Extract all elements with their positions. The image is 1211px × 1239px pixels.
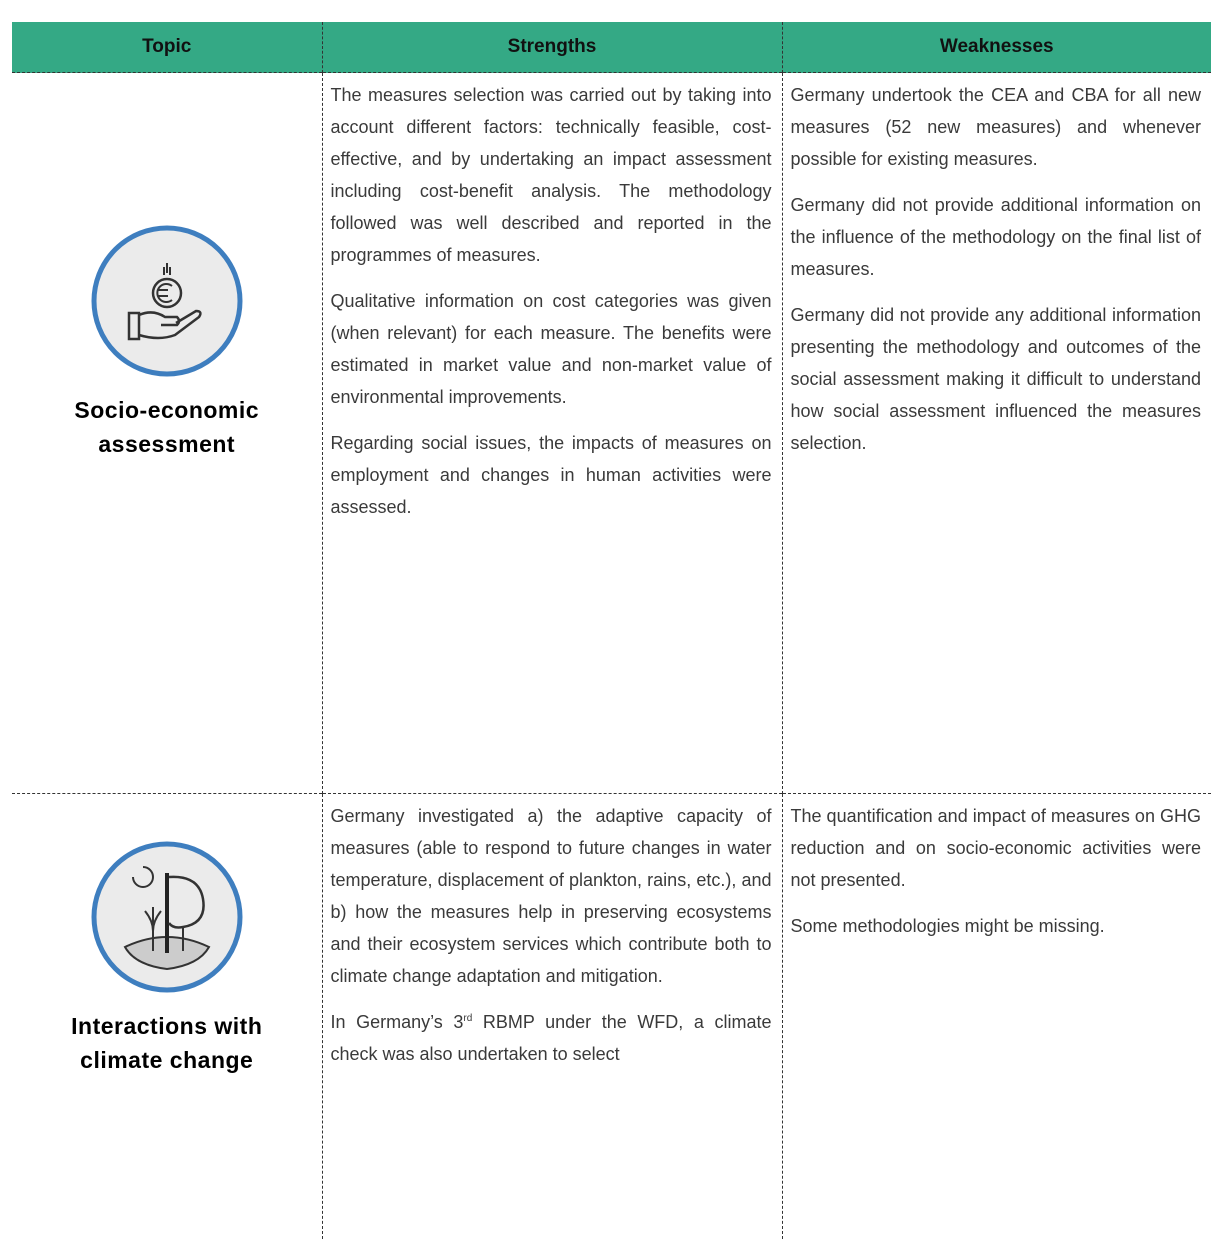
topic-cell: Interactions with climate change: [12, 794, 322, 1239]
strength-text: The measures selection was carried out b…: [331, 79, 772, 271]
topic-label: Socio-economic assessment: [67, 393, 267, 461]
topic-cell: Socio-economic assessment: [12, 73, 322, 794]
strength-text: Regarding social issues, the impacts of …: [331, 427, 772, 523]
topic-icon: [89, 839, 245, 995]
topic-icon: [89, 223, 245, 379]
strengths-cell: The measures selection was carried out b…: [322, 73, 782, 794]
weaknesses-cell: The quantification and impact of measure…: [782, 794, 1211, 1239]
strengths-cell: Germany investigated a) the adaptive cap…: [322, 794, 782, 1239]
topic-label: Interactions with climate change: [67, 1009, 267, 1077]
table-row: Interactions with climate change Germany …: [12, 794, 1211, 1239]
column-header: Topic: [12, 22, 322, 73]
column-header: Strengths: [322, 22, 782, 73]
strength-text: In Germany’s 3rd RBMP under the WFD, a c…: [331, 1006, 772, 1070]
table-body: Socio-economic assessment The measures se…: [12, 73, 1211, 1239]
table-row: Socio-economic assessment The measures se…: [12, 73, 1211, 794]
weakness-text: Some methodologies might be missing.: [791, 910, 1202, 942]
strength-text: Germany investigated a) the adaptive cap…: [331, 800, 772, 992]
weakness-text: Germany did not provide any additional i…: [791, 299, 1202, 459]
strength-text: Qualitative information on cost categori…: [331, 285, 772, 413]
text-part: In Germany’s 3: [331, 1012, 464, 1032]
superscript: rd: [463, 1013, 472, 1024]
weakness-text: Germany undertook the CEA and CBA for al…: [791, 79, 1202, 175]
weaknesses-cell: Germany undertook the CEA and CBA for al…: [782, 73, 1211, 794]
weakness-text: The quantification and impact of measure…: [791, 800, 1202, 896]
column-header: Weaknesses: [782, 22, 1211, 73]
weakness-text: Germany did not provide additional infor…: [791, 189, 1202, 285]
